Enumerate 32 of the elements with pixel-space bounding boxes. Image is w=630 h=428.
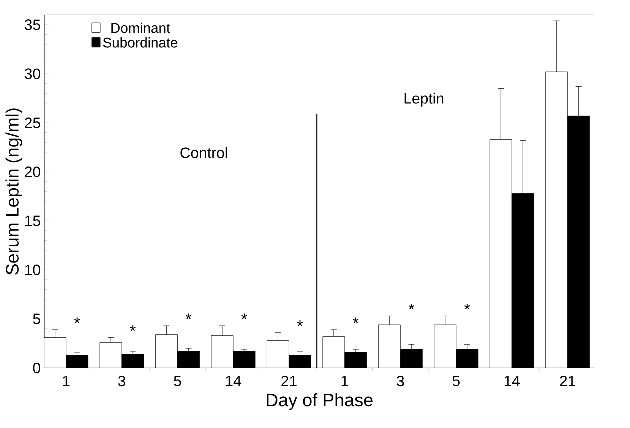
y-tick-label: 30	[24, 68, 40, 80]
data-label: *	[353, 318, 359, 324]
data-label: *	[408, 304, 415, 310]
data-label: *	[242, 314, 248, 320]
x-tick-label: 1	[63, 376, 70, 386]
x-tick-label: 5	[452, 376, 460, 386]
data-label: *	[186, 314, 192, 320]
x-tick-label: 1	[342, 376, 348, 386]
x-tick-label: 3	[118, 376, 126, 387]
x-tick-label: 21	[282, 376, 297, 386]
annotation: Leptin	[404, 92, 444, 107]
legend-label: Subordinate	[103, 38, 178, 48]
data-label: *	[74, 318, 80, 324]
y-tick-label: 10	[26, 264, 40, 276]
y-tick-label: 35	[24, 20, 40, 30]
y-tick-label: 5	[33, 314, 40, 324]
annotation: Control	[180, 147, 228, 158]
x-tick-label: 3	[397, 376, 404, 387]
x-axis-title: Day of Phase	[267, 393, 373, 410]
x-tick-label: 21	[560, 376, 576, 386]
data-label: *	[130, 326, 136, 332]
y-axis-title: Serum Leptin (ng/ml)	[6, 108, 22, 275]
x-tick-label: 14	[226, 376, 242, 386]
data-label: *	[297, 320, 304, 326]
x-tick-label: 14	[504, 376, 520, 386]
data-label: *	[464, 304, 470, 310]
y-tick-label: 20	[25, 166, 40, 178]
y-tick-label: 15	[26, 216, 40, 226]
legend-label: Dominant	[112, 22, 170, 34]
y-tick-label: 0	[33, 362, 40, 374]
x-tick-label: 5	[174, 376, 182, 386]
y-tick-label: 25	[25, 118, 40, 128]
